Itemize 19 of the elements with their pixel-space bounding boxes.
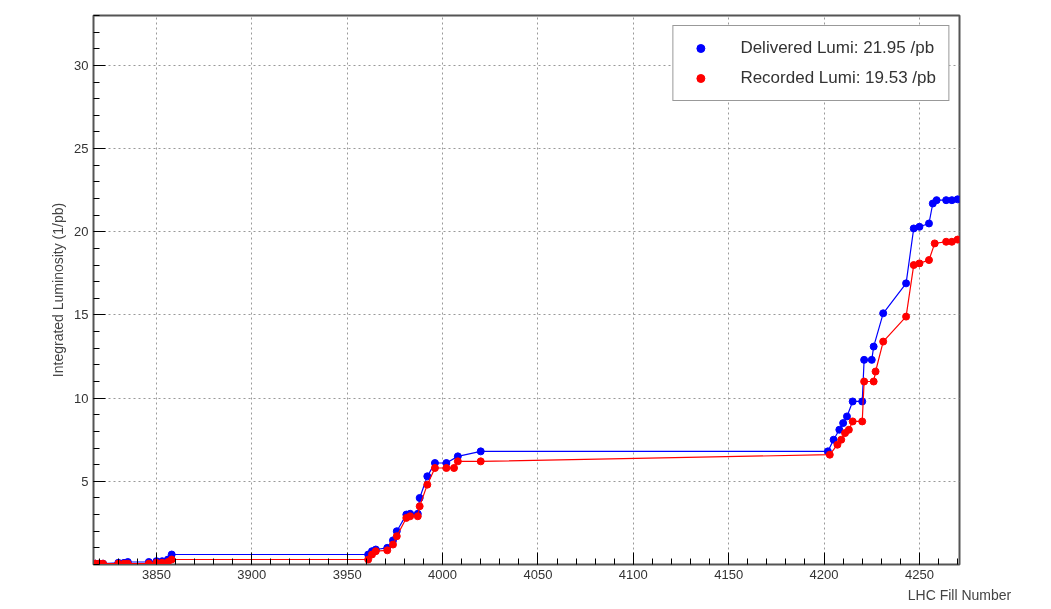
x-tick-label: 4200 <box>809 566 839 582</box>
x-tick-label: 4100 <box>618 566 648 582</box>
x-axis-title: LHC Fill Number <box>907 586 1012 603</box>
legend-label: Recorded Lumi: 19.53 /pb <box>740 68 936 88</box>
y-axis-title: Integrated Luminosity (1/pb) <box>50 202 67 378</box>
x-tick-label: 3950 <box>332 566 362 582</box>
y-tick-label: 20 <box>74 224 89 240</box>
x-tick-label: 4000 <box>428 566 458 582</box>
x-tick-label: 4250 <box>904 566 934 582</box>
x-tick-label: 3850 <box>141 566 171 582</box>
x-tick-label: 3900 <box>237 566 267 582</box>
y-tick-label: 10 <box>74 390 89 406</box>
y-tick-label: 25 <box>74 141 89 157</box>
x-tick-label: 4150 <box>714 566 744 582</box>
x-tick-label: 4050 <box>523 566 553 582</box>
y-tick-label: 30 <box>74 57 89 73</box>
legend-label: Delivered Lumi: 21.95 /pb <box>740 38 935 58</box>
y-tick-label: 5 <box>81 473 89 489</box>
y-tick-label: 15 <box>74 307 89 323</box>
